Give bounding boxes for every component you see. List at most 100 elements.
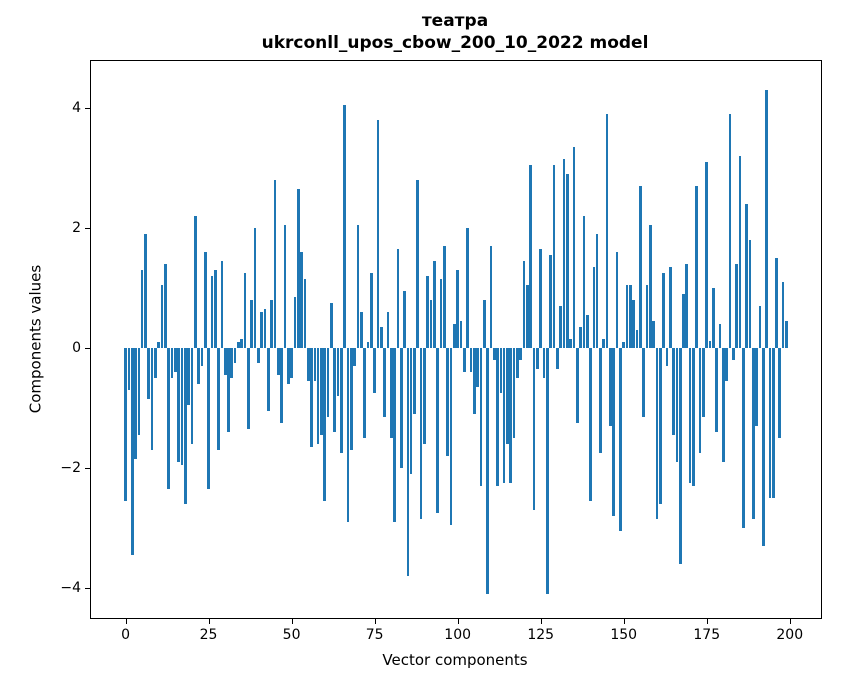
bar bbox=[286, 347, 290, 384]
bar bbox=[263, 308, 267, 348]
bar bbox=[147, 347, 151, 399]
bar bbox=[247, 347, 250, 429]
x-axis-tick-label: 50 bbox=[282, 627, 301, 643]
bar bbox=[366, 341, 370, 348]
bar bbox=[582, 215, 586, 348]
bar bbox=[625, 284, 629, 348]
bar bbox=[383, 347, 386, 417]
bar bbox=[237, 341, 240, 348]
bar bbox=[486, 347, 489, 594]
bar bbox=[426, 275, 430, 348]
bar bbox=[678, 347, 682, 564]
bar bbox=[336, 347, 340, 396]
bar bbox=[443, 245, 446, 348]
bar bbox=[283, 224, 287, 348]
bar bbox=[356, 224, 360, 348]
bar bbox=[502, 347, 506, 483]
bar bbox=[645, 284, 649, 348]
bar bbox=[220, 260, 224, 348]
bar bbox=[200, 347, 204, 366]
bar bbox=[735, 263, 738, 348]
bar bbox=[243, 272, 247, 348]
x-axis-tick-label: 100 bbox=[444, 627, 472, 643]
bar bbox=[393, 347, 396, 522]
bar bbox=[668, 266, 672, 348]
bar bbox=[675, 347, 679, 462]
bar bbox=[469, 347, 473, 372]
bar bbox=[396, 248, 400, 348]
bar bbox=[233, 347, 237, 363]
bar bbox=[160, 284, 164, 348]
bar bbox=[419, 347, 423, 519]
bar bbox=[267, 347, 270, 411]
bar bbox=[300, 251, 303, 348]
bar bbox=[230, 347, 234, 378]
bar bbox=[492, 347, 496, 360]
bar bbox=[290, 347, 293, 378]
bar bbox=[655, 347, 659, 519]
bar bbox=[439, 278, 443, 348]
x-axis-tick-label: 175 bbox=[693, 627, 721, 643]
y-axis-tick bbox=[85, 467, 90, 469]
bar bbox=[210, 275, 214, 348]
bar bbox=[316, 347, 320, 444]
bar bbox=[768, 347, 772, 498]
x-axis-tick bbox=[374, 619, 376, 624]
bar bbox=[745, 203, 748, 348]
x-axis-tick-label: 125 bbox=[527, 627, 555, 643]
bar bbox=[170, 347, 174, 378]
bar bbox=[423, 347, 426, 444]
bar bbox=[728, 113, 732, 348]
bar bbox=[436, 347, 440, 513]
bar bbox=[253, 227, 257, 348]
bar bbox=[682, 293, 685, 348]
x-axis-tick bbox=[623, 619, 625, 624]
bar bbox=[529, 164, 533, 348]
bar bbox=[718, 323, 722, 348]
bar bbox=[363, 347, 366, 438]
bar bbox=[213, 269, 217, 348]
bar bbox=[589, 347, 592, 501]
bar bbox=[778, 347, 782, 438]
bar bbox=[273, 179, 277, 348]
bar bbox=[615, 251, 619, 348]
bar bbox=[406, 347, 410, 576]
bar bbox=[157, 341, 161, 348]
bar bbox=[602, 338, 606, 348]
plot-area bbox=[90, 60, 822, 619]
bar bbox=[672, 347, 675, 435]
chart-title-model: ukrconll_upos_cbow_200_10_2022 model bbox=[261, 33, 649, 53]
bar bbox=[323, 347, 327, 501]
bar bbox=[609, 347, 612, 426]
bar bbox=[549, 254, 552, 348]
bar bbox=[270, 299, 273, 348]
bar bbox=[250, 299, 254, 348]
bar bbox=[489, 245, 493, 348]
bar bbox=[180, 347, 184, 465]
bar bbox=[665, 347, 669, 366]
bar bbox=[409, 347, 413, 474]
bar bbox=[731, 347, 735, 360]
bar bbox=[761, 347, 765, 546]
bar bbox=[313, 347, 317, 381]
bar bbox=[685, 263, 689, 348]
bar bbox=[150, 347, 154, 450]
bar bbox=[456, 269, 459, 348]
bar bbox=[509, 347, 513, 483]
bar bbox=[781, 281, 785, 348]
bar bbox=[499, 347, 503, 393]
bar bbox=[293, 296, 297, 348]
bar bbox=[333, 347, 337, 432]
y-axis-label: Components values bbox=[26, 264, 45, 414]
y-axis-tick-label: −2 bbox=[60, 459, 81, 476]
bar bbox=[532, 347, 536, 510]
bar bbox=[276, 347, 280, 375]
bar bbox=[695, 185, 699, 348]
bar bbox=[320, 347, 323, 435]
bar bbox=[134, 347, 137, 459]
bar bbox=[190, 347, 194, 444]
x-axis-tick-label: 150 bbox=[610, 627, 638, 643]
bar bbox=[360, 311, 363, 348]
bar bbox=[280, 347, 283, 423]
x-axis-tick bbox=[789, 619, 791, 624]
